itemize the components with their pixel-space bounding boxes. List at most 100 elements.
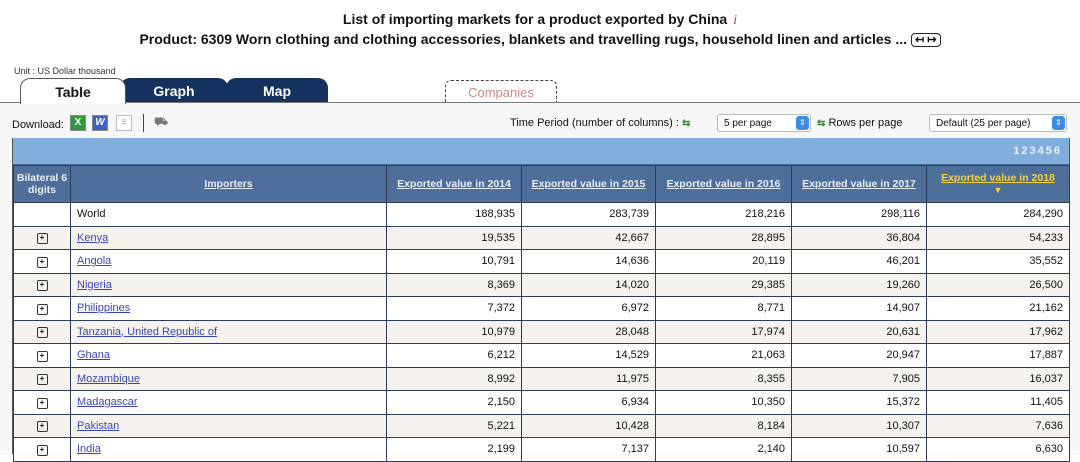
value-2017: 46,201 bbox=[791, 249, 927, 274]
table-row: + Madagascar 2,150 6,934 10,350 15,372 11,405 bbox=[13, 390, 1070, 415]
expand-plus-icon[interactable]: + bbox=[36, 374, 48, 386]
table-body: World 188,935 283,739 218,216 298,116 284,290… bbox=[13, 202, 1070, 462]
toolbar: Download: X W ≡ ⛟ Time Period (number of… bbox=[12, 108, 1072, 138]
tab-companies[interactable]: Companies bbox=[445, 80, 557, 105]
importer-link[interactable]: Pakistan bbox=[77, 419, 120, 432]
value-2017: 20,947 bbox=[791, 343, 927, 368]
importer-link[interactable]: Angola bbox=[77, 255, 112, 268]
rows-per-page-select[interactable]: Default (25 per page) ⇕ bbox=[929, 114, 1067, 132]
excel-icon[interactable]: X bbox=[70, 115, 86, 131]
bilateral-cell[interactable]: + bbox=[13, 319, 71, 344]
value-2015: 14,636 bbox=[521, 249, 656, 274]
importer-cell[interactable]: Philippines bbox=[70, 296, 387, 321]
word-icon[interactable]: W bbox=[92, 115, 108, 131]
importer-link[interactable]: Madagascar bbox=[77, 396, 138, 409]
product-description: Product: 6309 Worn clothing and clothing… bbox=[0, 30, 1080, 48]
page-5-link[interactable]: 5 bbox=[1045, 145, 1053, 157]
expand-plus-icon[interactable]: + bbox=[36, 444, 48, 456]
bilateral-cell[interactable]: + bbox=[13, 296, 71, 321]
page-4-link[interactable]: 4 bbox=[1037, 145, 1045, 157]
expand-plus-icon[interactable]: + bbox=[36, 397, 48, 409]
importer-cell[interactable]: Pakistan bbox=[70, 413, 387, 438]
bilateral-cell[interactable]: + bbox=[13, 272, 71, 297]
importer-link[interactable]: Mozambique bbox=[77, 372, 140, 385]
importer-link[interactable]: Ghana bbox=[77, 349, 111, 362]
col-header-2014[interactable]: Exported value in 2014 bbox=[386, 165, 522, 203]
page-1-link[interactable]: 1 bbox=[1013, 145, 1021, 157]
tab-graph[interactable]: Graph bbox=[120, 78, 228, 102]
table-row: + Ghana 6,212 14,529 21,063 20,947 17,887 bbox=[13, 343, 1070, 368]
expand-plus-icon[interactable]: + bbox=[36, 233, 48, 245]
col-header-2017[interactable]: Exported value in 2017 bbox=[791, 165, 927, 203]
col-header-2016[interactable]: Exported value in 2016 bbox=[655, 165, 792, 203]
expand-plus-icon[interactable]: + bbox=[36, 327, 48, 339]
expand-plus-icon[interactable]: + bbox=[36, 350, 48, 362]
page-6-link[interactable]: 6 bbox=[1053, 145, 1061, 157]
expand-plus-icon[interactable]: + bbox=[36, 280, 48, 292]
value-2016: 28,895 bbox=[655, 225, 792, 250]
sort-2015-link[interactable]: Exported value in 2015 bbox=[531, 178, 646, 190]
bilateral-cell[interactable]: + bbox=[13, 413, 71, 438]
time-period-label: Time Period (number of columns) : ⇆ bbox=[510, 117, 691, 129]
importer-cell[interactable]: Kenya bbox=[70, 225, 387, 250]
importer-link[interactable]: India bbox=[77, 443, 101, 456]
importer-link[interactable]: Philippines bbox=[77, 302, 131, 315]
importer-cell[interactable]: Ghana bbox=[70, 343, 387, 368]
col-header-2015[interactable]: Exported value in 2015 bbox=[521, 165, 656, 203]
table-row: + Mozambique 8,992 11,975 8,355 7,905 16,037 bbox=[13, 366, 1070, 391]
data-grid: 123456 Bilateral 6 digits Importers Expo… bbox=[12, 138, 1070, 462]
value-2016: 29,385 bbox=[655, 272, 792, 297]
importer-cell[interactable]: Angola bbox=[70, 249, 387, 274]
importer-cell[interactable]: Mozambique bbox=[70, 366, 387, 391]
value-2014: 5,221 bbox=[386, 413, 522, 438]
table-row: + Pakistan 5,221 10,428 8,184 10,307 7,636 bbox=[13, 413, 1070, 438]
product-text: Product: 6309 Worn clothing and clothing… bbox=[139, 31, 908, 47]
importer-cell[interactable]: India bbox=[70, 437, 387, 462]
bilateral-cell[interactable]: + bbox=[13, 343, 71, 368]
importer-link[interactable]: Tanzania, United Republic of bbox=[77, 325, 218, 338]
value-2018: 17,962 bbox=[926, 319, 1070, 344]
importer-link[interactable]: Kenya bbox=[77, 231, 109, 244]
value-2017: 10,307 bbox=[791, 413, 927, 438]
sort-2017-link[interactable]: Exported value in 2017 bbox=[802, 178, 916, 190]
importer-cell[interactable]: Tanzania, United Republic of bbox=[70, 319, 387, 344]
select-chevron-icon: ⇕ bbox=[1052, 116, 1065, 130]
page-2-link[interactable]: 2 bbox=[1021, 145, 1029, 157]
info-icon[interactable]: i bbox=[733, 13, 738, 28]
value-2015: 6,972 bbox=[521, 296, 656, 321]
col-header-2018[interactable]: Exported value in 2018 ▼ bbox=[926, 165, 1070, 203]
value-2015: 10,428 bbox=[521, 413, 656, 438]
importer-link[interactable]: Nigeria bbox=[77, 278, 112, 291]
value-2014: 8,369 bbox=[386, 272, 522, 297]
expand-plus-icon[interactable]: + bbox=[36, 303, 48, 315]
export-other-icon[interactable]: ⛟ bbox=[154, 116, 168, 128]
sort-2014-link[interactable]: Exported value in 2014 bbox=[397, 178, 511, 190]
sort-2016-link[interactable]: Exported value in 2016 bbox=[666, 178, 781, 190]
sort-2018-link[interactable]: Exported value in 2018 bbox=[941, 172, 1055, 184]
tab-map[interactable]: Map bbox=[226, 78, 328, 102]
value-2015: 42,667 bbox=[521, 225, 656, 250]
importer-cell[interactable]: Madagascar bbox=[70, 390, 387, 415]
expand-collapse-button[interactable]: ↤ ↦ bbox=[911, 33, 941, 48]
value-2015: 283,739 bbox=[521, 202, 656, 227]
value-2016: 8,184 bbox=[655, 413, 792, 438]
expand-plus-icon[interactable]: + bbox=[36, 421, 48, 433]
value-2018: 26,500 bbox=[926, 272, 1070, 297]
time-period-select[interactable]: 5 per page ⇕ bbox=[717, 114, 811, 132]
value-2014: 7,372 bbox=[386, 296, 522, 321]
value-2014: 188,935 bbox=[386, 202, 522, 227]
tab-table[interactable]: Table bbox=[20, 78, 126, 104]
bilateral-cell[interactable]: + bbox=[13, 249, 71, 274]
expand-plus-icon[interactable]: + bbox=[36, 256, 48, 268]
bilateral-cell[interactable]: + bbox=[13, 437, 71, 462]
importer-cell[interactable]: Nigeria bbox=[70, 272, 387, 297]
value-2016: 20,119 bbox=[655, 249, 792, 274]
text-file-icon[interactable]: ≡ bbox=[116, 115, 132, 131]
bilateral-cell[interactable]: + bbox=[13, 366, 71, 391]
page-3-link[interactable]: 3 bbox=[1029, 145, 1037, 157]
value-2018: 17,887 bbox=[926, 343, 1070, 368]
sort-importers-link[interactable]: Importers bbox=[204, 178, 253, 190]
col-header-importers[interactable]: Importers bbox=[70, 165, 387, 203]
bilateral-cell[interactable]: + bbox=[13, 225, 71, 250]
bilateral-cell[interactable]: + bbox=[13, 390, 71, 415]
